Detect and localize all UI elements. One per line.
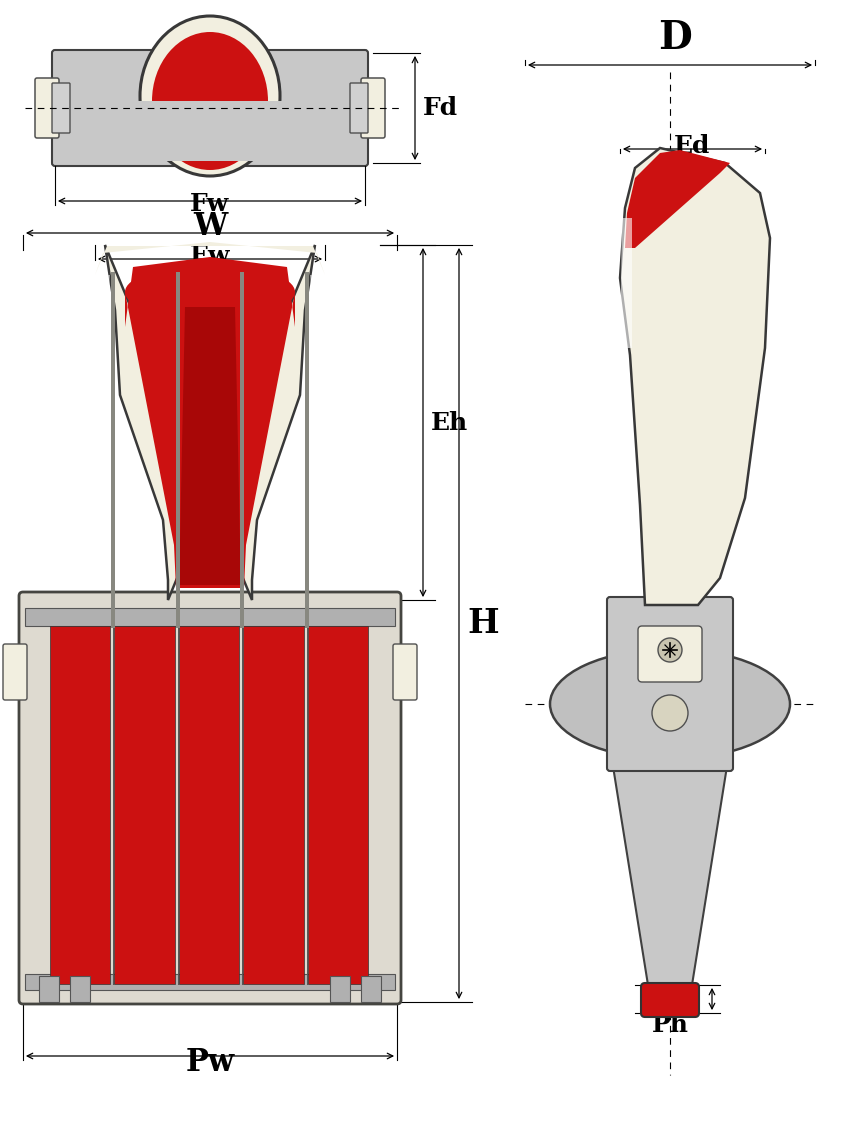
Circle shape [652,695,688,731]
Polygon shape [620,148,770,605]
Bar [39,976,59,1002]
FancyBboxPatch shape [638,626,702,683]
FancyBboxPatch shape [641,983,699,1017]
FancyBboxPatch shape [35,78,59,138]
Text: Eh: Eh [431,410,468,435]
Text: Pw: Pw [185,1048,235,1078]
Polygon shape [125,257,295,588]
Ellipse shape [125,264,295,320]
Polygon shape [620,218,632,348]
FancyBboxPatch shape [393,644,417,699]
FancyBboxPatch shape [19,592,401,1003]
Bar [241,272,244,628]
Bar [178,626,239,984]
Bar [361,976,381,1002]
Text: Ew: Ew [190,244,230,268]
FancyBboxPatch shape [607,597,733,771]
Polygon shape [105,245,315,600]
Polygon shape [180,307,240,585]
Polygon shape [310,275,327,405]
Ellipse shape [140,16,280,176]
Bar [330,976,350,1002]
Bar [111,272,116,628]
Bar [243,626,303,984]
FancyBboxPatch shape [52,82,70,133]
Ellipse shape [152,32,268,170]
Text: Fw: Fw [190,192,230,216]
Bar [176,272,180,628]
Text: D: D [658,19,692,56]
FancyBboxPatch shape [350,82,368,133]
Text: W: W [193,211,227,242]
Text: Fd: Fd [423,96,458,120]
Ellipse shape [550,649,790,759]
Text: Ed: Ed [674,134,711,158]
Polygon shape [612,760,728,985]
Polygon shape [93,275,110,405]
Polygon shape [625,150,730,247]
Bar [25,608,395,626]
Circle shape [658,638,682,662]
Bar [304,272,309,628]
Text: H: H [467,607,499,640]
Polygon shape [95,242,325,275]
Bar [135,101,285,160]
Bar [115,626,175,984]
Bar [70,976,90,1002]
Text: Ph: Ph [651,1012,688,1037]
Bar [50,626,110,984]
FancyBboxPatch shape [361,78,385,138]
Text: Er: Er [679,160,711,184]
FancyBboxPatch shape [52,50,368,166]
Bar [308,626,368,984]
Bar [25,974,395,990]
FancyBboxPatch shape [3,644,27,699]
